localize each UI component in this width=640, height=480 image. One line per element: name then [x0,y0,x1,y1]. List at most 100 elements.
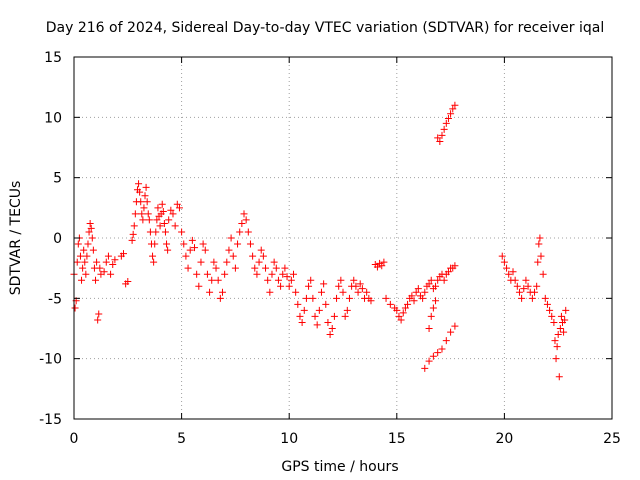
data-point [324,318,332,326]
data-point [216,294,224,302]
data-point [135,180,143,188]
data-point [119,250,127,258]
data-point [264,276,272,284]
data-point [169,210,177,218]
data-point [350,276,358,284]
data-point [231,264,239,272]
axes-layer: 0 5 10 15 20 25 -15 -10 -5 0 5 10 15 [39,50,621,447]
data-point [149,252,157,260]
data-point [447,110,455,118]
data-point [139,216,147,224]
data-point [550,318,558,326]
data-point [234,240,242,248]
data-point [356,280,364,288]
data-point [509,268,517,276]
data-point [84,240,92,248]
data-point [425,357,433,365]
data-point [531,288,539,296]
data-point [180,240,188,248]
data-point [302,294,310,302]
data-point [524,282,532,290]
data-point [223,258,231,266]
data-point [104,252,112,260]
data-point [160,220,168,228]
data-point [171,222,179,230]
data-point [251,264,259,272]
data-point [87,224,95,232]
data-point [124,277,132,285]
data-point [320,280,328,288]
data-point [88,234,96,242]
data-point [203,270,211,278]
data-point [253,270,261,278]
y-tick-label: 5 [53,171,62,187]
data-point [339,288,347,296]
data-point [81,258,89,266]
data-point [533,282,541,290]
data-point [330,312,338,320]
data-point [277,282,285,290]
data-point [191,244,199,252]
data-point [94,316,102,324]
data-point [551,337,559,345]
data-point [429,304,437,312]
data-point [141,192,149,200]
data-point [145,216,153,224]
data-point [268,270,276,278]
y-tick-label: -5 [48,291,62,307]
data-point [520,285,528,293]
data-point [556,325,564,332]
data-point [173,200,181,208]
data-point [218,288,226,296]
x-tick-label: 5 [177,431,186,447]
data-point [151,240,159,248]
data-point [560,328,568,336]
data-point [505,270,513,278]
data-point [206,288,214,296]
x-tick-label: 15 [388,431,406,447]
data-point [328,325,336,332]
data-point [136,188,144,196]
data-point [401,304,409,312]
data-point [244,228,252,236]
data-point [309,294,317,302]
data-point [434,349,442,357]
data-point [78,276,86,284]
data-point [76,252,84,260]
x-tick-label: 20 [495,431,513,447]
data-point [158,200,166,208]
data-point [326,331,334,339]
data-point [199,240,207,248]
data-point [137,198,145,206]
data-point [130,222,138,230]
data-point [262,264,270,272]
data-point [500,258,508,266]
data-point [96,264,104,272]
data-point [412,288,420,296]
data-point [315,306,323,314]
y-tick-label: -15 [39,412,62,428]
data-point [143,198,151,206]
data-point [221,270,229,278]
data-point [195,282,203,290]
data-point [184,264,192,272]
data-point [129,230,137,238]
data-point [561,316,569,324]
data-point [152,228,160,236]
data-point [82,270,90,278]
data-point [287,276,295,284]
data-point [156,222,164,230]
data-point [313,321,321,329]
data-point [246,240,254,248]
data-point [444,268,452,276]
data-point [100,268,108,276]
data-point [380,258,388,266]
data-point [382,294,390,302]
data-point [270,258,278,266]
data-point [80,246,88,254]
data-point [427,276,435,284]
data-point [154,204,162,212]
data-point [182,252,190,260]
